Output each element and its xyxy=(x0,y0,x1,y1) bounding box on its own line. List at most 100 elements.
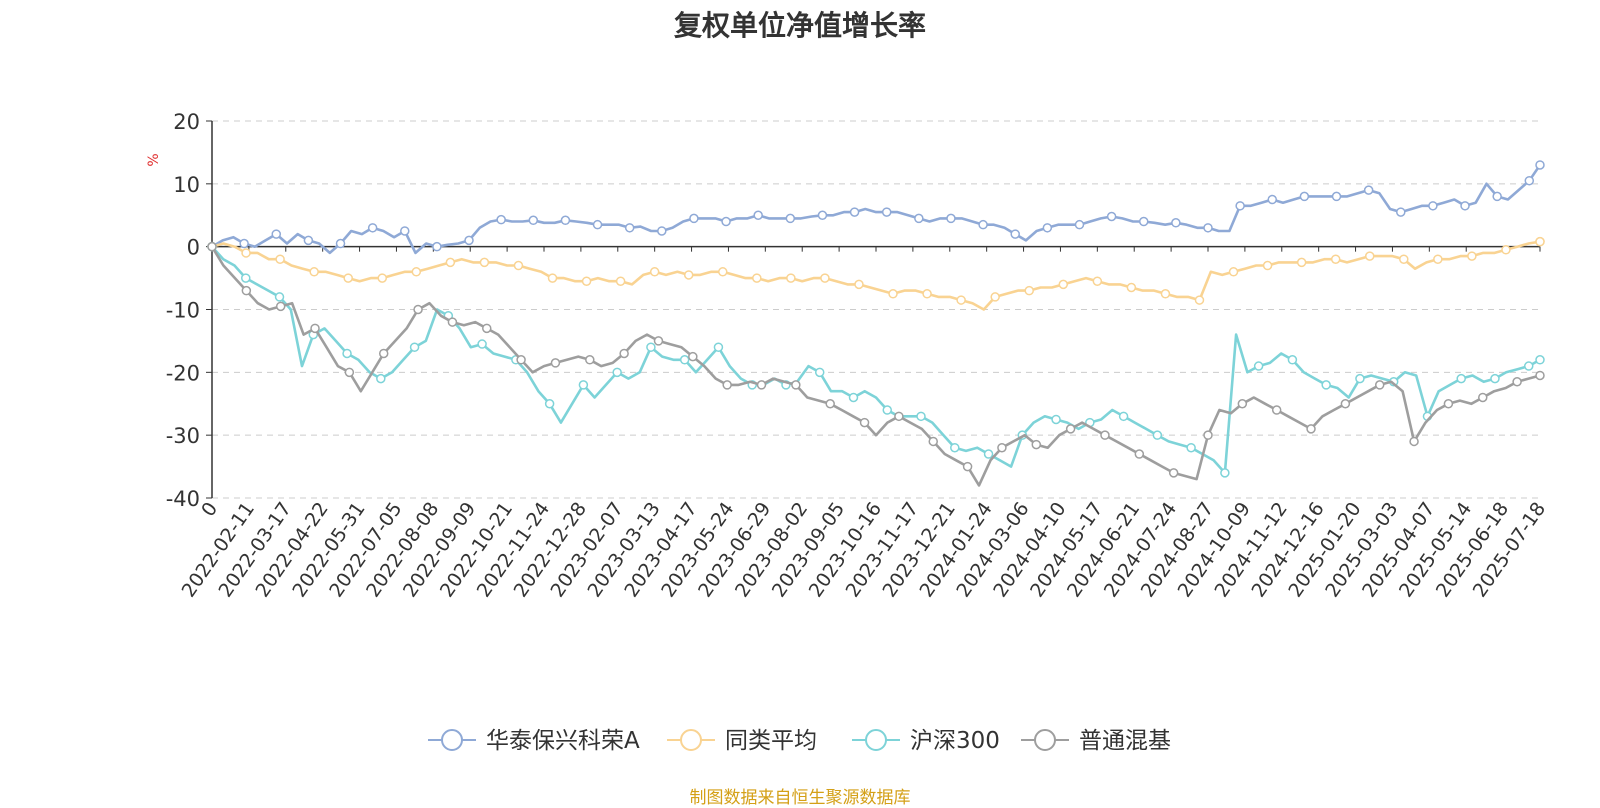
data-point xyxy=(378,348,389,359)
data-point xyxy=(786,273,796,283)
data-point xyxy=(950,442,960,453)
data-point xyxy=(496,214,506,225)
data-point xyxy=(849,207,860,217)
data-point xyxy=(679,355,690,365)
data-point xyxy=(544,399,555,409)
data-point xyxy=(411,267,422,277)
data-point xyxy=(1203,430,1213,440)
data-point xyxy=(581,276,592,286)
legend-swatch-icon xyxy=(865,729,887,751)
legend-item[interactable]: 华泰保兴科荣A xyxy=(428,728,640,754)
data-point xyxy=(1262,260,1273,271)
data-point xyxy=(1171,218,1181,228)
data-point xyxy=(1535,160,1545,170)
data-point xyxy=(239,238,249,249)
data-point xyxy=(400,226,410,236)
legend-item[interactable]: 普通混基 xyxy=(1021,728,1171,754)
data-point xyxy=(409,342,420,352)
data-point xyxy=(1535,370,1545,381)
data-point xyxy=(1051,414,1061,425)
data-point xyxy=(718,267,728,277)
data-point xyxy=(592,219,603,230)
data-point xyxy=(271,229,282,239)
data-point xyxy=(1152,430,1163,440)
data-point xyxy=(367,223,378,233)
data-point xyxy=(1024,285,1034,296)
data-point xyxy=(653,336,664,346)
data-point xyxy=(1074,219,1085,230)
data-point xyxy=(275,254,285,264)
data-point xyxy=(1010,229,1020,239)
data-point xyxy=(1460,201,1470,211)
data-point xyxy=(814,367,825,378)
data-point xyxy=(689,213,699,224)
data-point xyxy=(1512,377,1522,387)
data-point xyxy=(888,289,898,299)
data-point xyxy=(683,270,694,280)
data-point xyxy=(479,257,490,268)
data-point xyxy=(1340,399,1351,409)
data-point xyxy=(241,273,251,283)
legend-label: 华泰保兴科荣A xyxy=(486,728,640,754)
data-point xyxy=(1194,295,1205,305)
data-point xyxy=(1220,468,1230,478)
data-point xyxy=(713,342,724,352)
data-point xyxy=(377,273,388,283)
data-point xyxy=(848,392,859,403)
data-point xyxy=(646,342,656,352)
data-point xyxy=(881,207,892,217)
data-point xyxy=(464,235,474,246)
data-point xyxy=(1364,251,1375,261)
data-point xyxy=(978,219,988,230)
data-point xyxy=(688,351,698,362)
y-tick-label: -40 xyxy=(166,487,200,511)
data-point xyxy=(1321,380,1331,390)
series-group xyxy=(207,241,1545,478)
data-point xyxy=(1287,355,1298,365)
data-point xyxy=(342,348,352,359)
data-point xyxy=(585,355,595,365)
data-point xyxy=(1065,424,1076,434)
data-point xyxy=(1399,254,1409,264)
data-point xyxy=(1160,289,1171,299)
data-point xyxy=(1355,373,1365,384)
data-point xyxy=(825,399,835,409)
data-point xyxy=(376,373,386,384)
series-line xyxy=(211,240,1541,311)
data-point xyxy=(916,411,926,422)
legend[interactable]: 华泰保兴科荣A 同类平均 沪深300 普通混基 xyxy=(428,728,1171,754)
data-point xyxy=(1490,373,1500,384)
data-point xyxy=(275,301,286,312)
series-line xyxy=(211,164,1542,255)
data-point xyxy=(1306,424,1316,434)
data-point xyxy=(1138,216,1149,227)
data-point xyxy=(482,323,492,334)
data-point xyxy=(983,449,994,459)
data-point xyxy=(721,216,731,227)
data-point xyxy=(1168,468,1179,478)
series-line xyxy=(210,246,1541,487)
data-point xyxy=(1396,207,1406,217)
legend-item[interactable]: 沪深300 xyxy=(852,728,1000,754)
data-point xyxy=(753,210,763,220)
legend-item[interactable]: 同类平均 xyxy=(667,728,817,754)
data-point xyxy=(914,213,924,224)
data-point xyxy=(1363,185,1374,195)
data-point xyxy=(560,215,571,226)
data-point xyxy=(1330,254,1341,264)
data-point xyxy=(1100,430,1110,440)
data-point xyxy=(207,241,217,252)
data-point xyxy=(785,213,796,224)
data-point xyxy=(649,267,660,277)
data-point xyxy=(1501,245,1511,255)
data-point xyxy=(343,273,353,283)
data-point xyxy=(1492,191,1502,202)
data-point xyxy=(477,339,487,349)
data-point xyxy=(432,241,442,252)
data-point xyxy=(1467,251,1477,261)
data-point xyxy=(990,292,1000,302)
data-point xyxy=(1235,201,1245,211)
y-tick-label: 10 xyxy=(173,173,200,197)
data-point xyxy=(1058,279,1069,290)
